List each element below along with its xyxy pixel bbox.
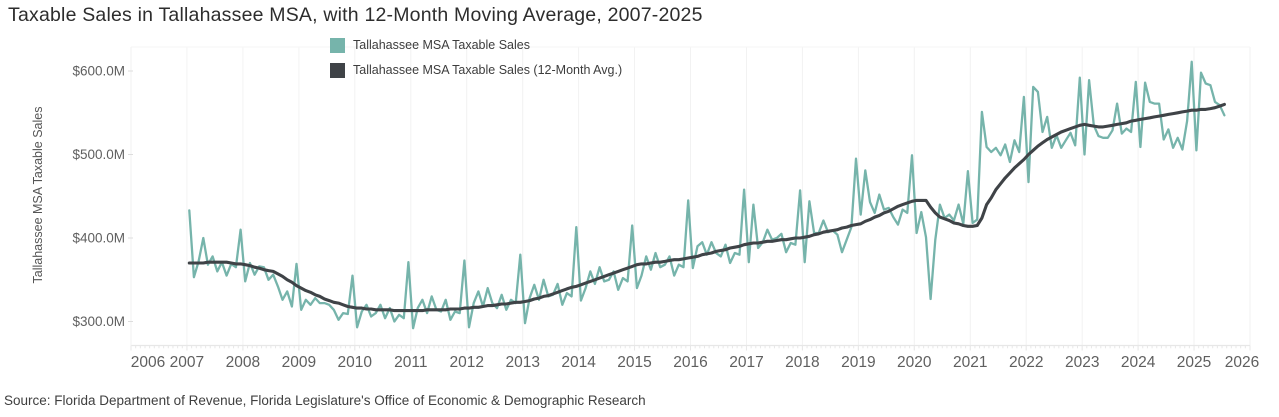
x-axis-tick-label: 2020	[897, 354, 932, 371]
x-axis-tick-label: 2007	[170, 354, 204, 371]
legend-item-moving-average[interactable]: Tallahassee MSA Taxable Sales (12-Month …	[330, 62, 622, 78]
x-axis-tick-label: 2013	[505, 354, 539, 371]
x-axis-tick-label: 2018	[785, 354, 819, 371]
x-axis-tick-label: 2006	[131, 354, 165, 371]
sales-line	[188, 60, 1226, 330]
x-axis-tick-label: 2008	[226, 354, 260, 371]
x-axis-tick-label: 2014	[561, 354, 596, 371]
y-axis-tick-label: $600.0M	[72, 64, 125, 79]
x-axis-tick-label: 2016	[673, 354, 707, 371]
x-axis-tick-label: 2015	[617, 354, 651, 371]
x-axis-tick-label: 2017	[729, 354, 763, 371]
y-axis-title: Tallahassee MSA Taxable Sales	[31, 106, 45, 284]
y-axis-tick-label: $400.0M	[72, 231, 125, 246]
x-axis-tick-label: 2023	[1065, 354, 1099, 371]
legend-item-sales[interactable]: Tallahassee MSA Taxable Sales	[330, 37, 622, 53]
legend-label-moving-average: Tallahassee MSA Taxable Sales (12-Month …	[353, 63, 623, 77]
x-axis-tick-label: 2019	[841, 354, 875, 371]
legend-label-sales: Tallahassee MSA Taxable Sales	[353, 38, 530, 52]
x-axis-tick-label: 2021	[953, 354, 987, 371]
x-axis-tick-label: 2011	[394, 354, 427, 371]
x-axis-tick-label: 2010	[338, 354, 373, 371]
source-note: Source: Florida Department of Revenue, F…	[4, 393, 646, 408]
moving-average-line	[187, 102, 1226, 313]
legend: Tallahassee MSA Taxable Sales Tallahasse…	[330, 37, 622, 87]
x-axis-tick-label: 2025	[1177, 354, 1211, 371]
x-axis-tick-label: 2024	[1121, 354, 1156, 371]
x-axis-tick-label: 2009	[282, 354, 316, 371]
x-axis-tick-label: 2012	[449, 354, 483, 371]
chart-title: Taxable Sales in Tallahassee MSA, with 1…	[8, 4, 703, 26]
y-axis-tick-label: $300.0M	[72, 314, 125, 329]
sales-series-swatch-icon	[330, 37, 345, 53]
y-axis-tick-label: $500.0M	[72, 147, 125, 162]
x-axis-tick-label: 2026	[1225, 354, 1259, 371]
x-axis-tick-label: 2022	[1009, 354, 1043, 371]
moving-average-series-swatch-icon	[330, 62, 345, 78]
